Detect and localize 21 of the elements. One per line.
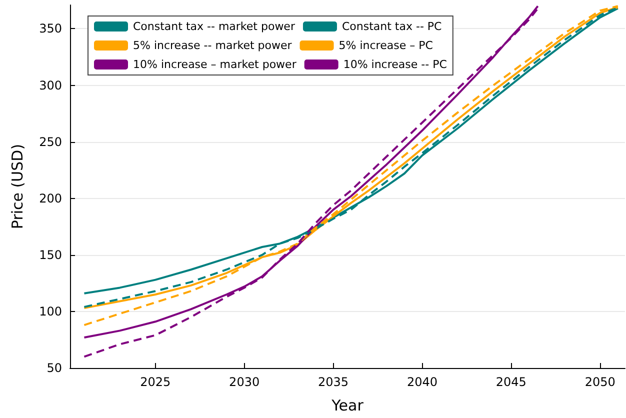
y-tick-label: 250 — [39, 134, 62, 149]
y-tick-label: 350 — [39, 22, 62, 36]
legend-label: 5% increase -- market power — [133, 39, 292, 52]
legend-label: Constant tax -- market power — [133, 20, 296, 33]
y-tick-label: 150 — [39, 248, 62, 262]
x-tick-label: 2025 — [140, 375, 171, 389]
y-tick-label: 300 — [39, 78, 62, 92]
legend-label: 5% increase – PC — [338, 39, 434, 52]
y-tick-label: 50 — [46, 361, 62, 375]
x-tick-label: 2035 — [318, 375, 349, 389]
legend-label: 10% increase – market power — [133, 58, 297, 71]
x-axis-title: Year — [330, 396, 364, 414]
x-tick-label: 2045 — [496, 375, 526, 389]
legend-label: 10% increase -- PC — [343, 58, 448, 71]
legend-label: Constant tax -- PC — [342, 20, 442, 33]
x-tick-label: 2030 — [229, 375, 260, 389]
x-tick-label: 2050 — [584, 375, 616, 389]
x-tick-label: 2040 — [406, 375, 438, 389]
y-tick-label: 100 — [39, 304, 62, 318]
y-tick-label: 200 — [39, 191, 62, 206]
y-axis-title: Price (USD) — [8, 144, 26, 230]
